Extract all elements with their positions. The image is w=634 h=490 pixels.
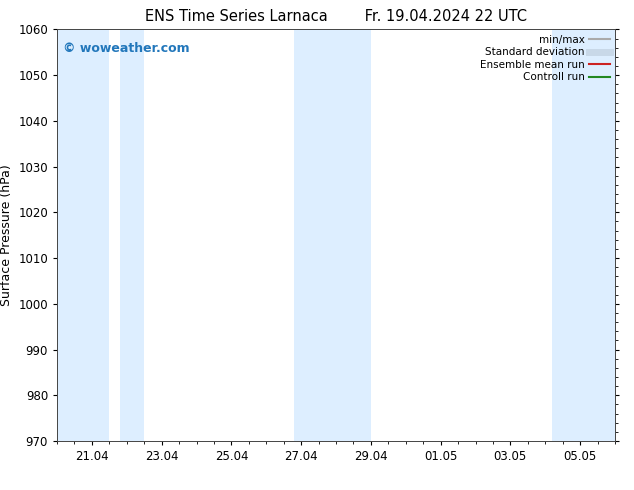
Bar <box>120 29 145 441</box>
Title: ENS Time Series Larnaca        Fr. 19.04.2024 22 UTC: ENS Time Series Larnaca Fr. 19.04.2024 2… <box>145 9 527 24</box>
Text: © woweather.com: © woweather.com <box>63 42 190 55</box>
Legend: min/max, Standard deviation, Ensemble mean run, Controll run: min/max, Standard deviation, Ensemble me… <box>480 35 610 82</box>
Bar <box>57 29 110 441</box>
Bar <box>552 29 615 441</box>
Y-axis label: Surface Pressure (hPa): Surface Pressure (hPa) <box>0 164 13 306</box>
Bar <box>294 29 371 441</box>
